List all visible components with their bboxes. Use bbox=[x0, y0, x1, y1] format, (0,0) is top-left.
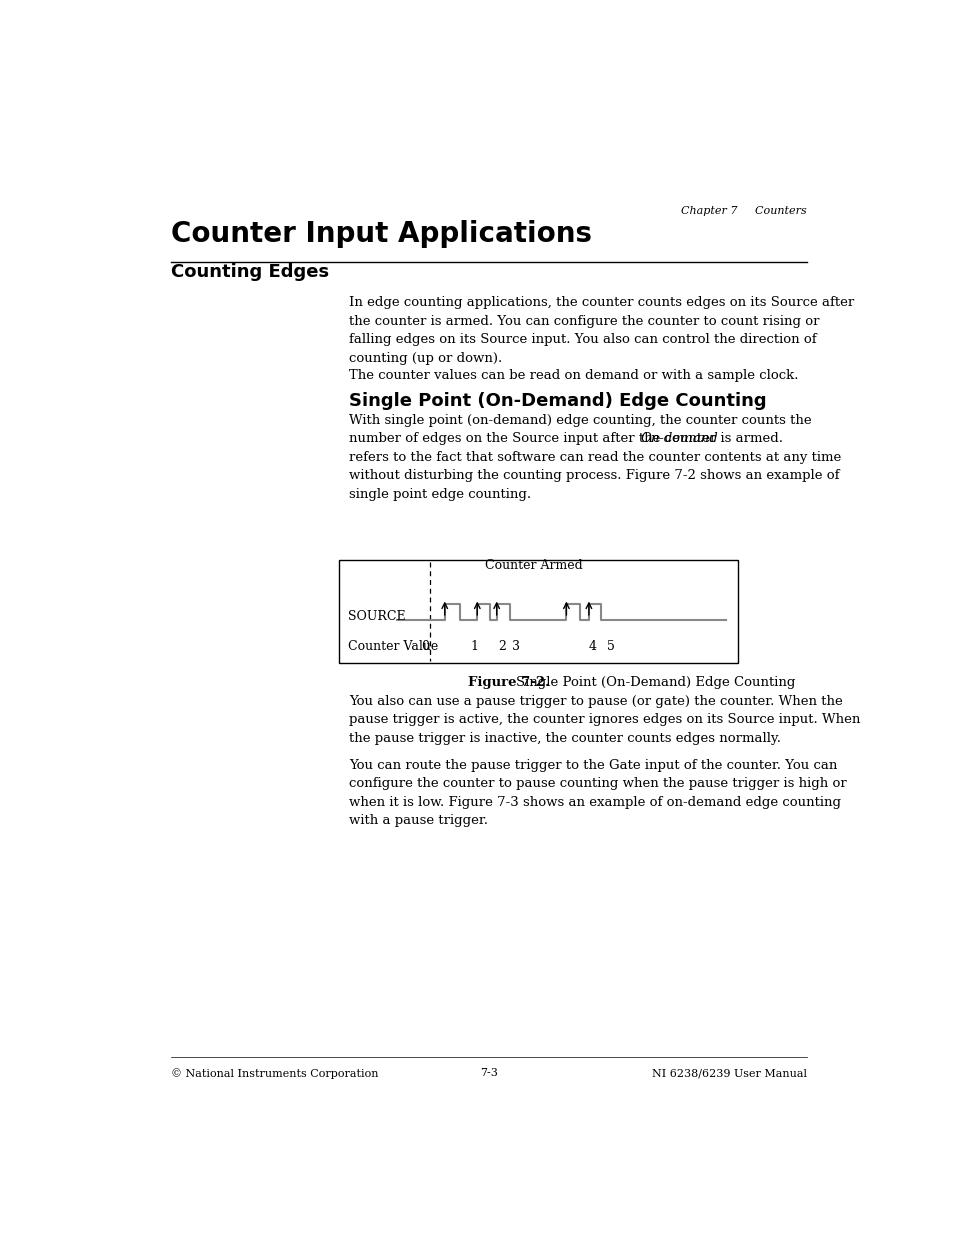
Text: Chapter 7     Counters: Chapter 7 Counters bbox=[680, 206, 806, 216]
Text: Counter Input Applications: Counter Input Applications bbox=[171, 220, 592, 248]
Text: refers to the fact that software can read the counter contents at any time
witho: refers to the fact that software can rea… bbox=[348, 451, 840, 501]
Text: You can route the pause trigger to the Gate input of the counter. You can
config: You can route the pause trigger to the G… bbox=[348, 758, 845, 827]
Text: 1: 1 bbox=[470, 640, 477, 653]
Text: SOURCE: SOURCE bbox=[348, 610, 405, 622]
Text: © National Instruments Corporation: © National Instruments Corporation bbox=[171, 1068, 378, 1079]
Text: 0: 0 bbox=[421, 640, 429, 653]
Text: Single Point (On-Demand) Edge Counting: Single Point (On-Demand) Edge Counting bbox=[348, 391, 765, 410]
Text: 7-3: 7-3 bbox=[479, 1068, 497, 1078]
Text: 5: 5 bbox=[606, 640, 614, 653]
Text: The counter values can be read on demand or with a sample clock.: The counter values can be read on demand… bbox=[348, 369, 798, 382]
Text: 3: 3 bbox=[512, 640, 519, 653]
Text: Counting Edges: Counting Edges bbox=[171, 263, 329, 280]
Bar bbox=[338, 561, 737, 662]
Text: Counter Value: Counter Value bbox=[348, 640, 437, 653]
Text: In edge counting applications, the counter counts edges on its Source after
the : In edge counting applications, the count… bbox=[348, 296, 853, 364]
Text: 4: 4 bbox=[588, 640, 597, 653]
Text: On-demand: On-demand bbox=[639, 432, 717, 446]
Text: 2: 2 bbox=[497, 640, 505, 653]
Text: Figure 7-2.: Figure 7-2. bbox=[468, 677, 550, 689]
Text: NI 6238/6239 User Manual: NI 6238/6239 User Manual bbox=[651, 1068, 806, 1078]
Text: With single point (on-demand) edge counting, the counter counts the
number of ed: With single point (on-demand) edge count… bbox=[348, 414, 810, 446]
Text: Single Point (On-Demand) Edge Counting: Single Point (On-Demand) Edge Counting bbox=[516, 677, 795, 689]
Text: You also can use a pause trigger to pause (or gate) the counter. When the
pause : You also can use a pause trigger to paus… bbox=[348, 695, 859, 745]
Text: Counter Armed: Counter Armed bbox=[485, 559, 582, 573]
